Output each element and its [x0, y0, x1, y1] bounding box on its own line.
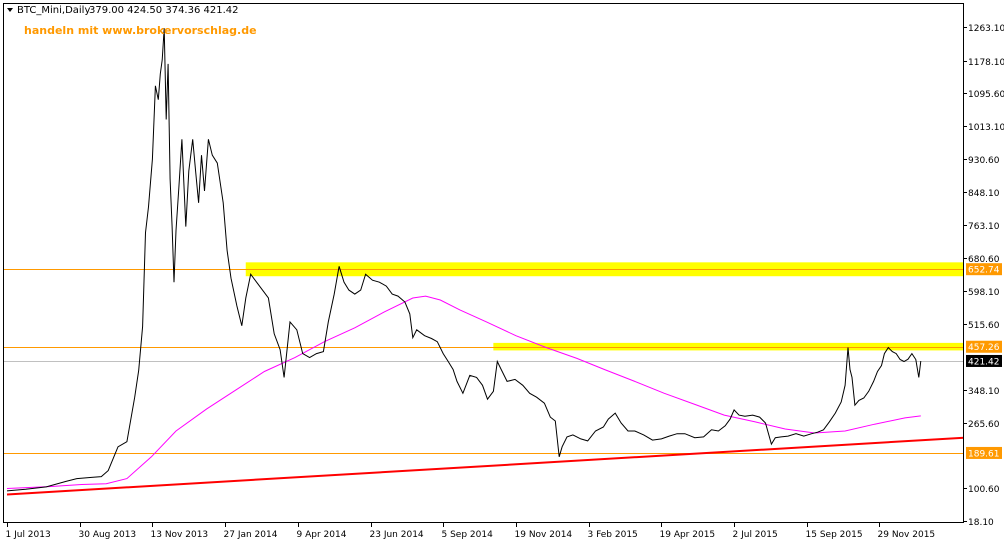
level-price-label: 189.61 [968, 449, 1000, 459]
y-tick-label: 848.10 [968, 189, 1000, 199]
level-price-label-box [966, 263, 1002, 276]
y-tick-label: 763.10 [968, 222, 1000, 232]
current-price-label-box [966, 354, 1002, 367]
ohlc-values: 379.00 424.50 374.36 421.42 [89, 5, 239, 16]
x-tick-label: 5 Sep 2014 [442, 530, 494, 540]
x-tick-label: 19 Nov 2014 [515, 530, 573, 540]
price-series-layer [6, 28, 922, 492]
plot-frame [3, 3, 964, 523]
y-tick-label: 680.60 [968, 255, 1000, 265]
y-tick-label: 265.60 [968, 420, 1000, 430]
price-line [6, 28, 922, 492]
watermark-text: handeln mit www.brokervorschlag.de [24, 24, 257, 37]
y-tick-label: 1013.10 [968, 123, 1004, 133]
x-axis: 1 Jul 2013 30 Aug 2013 13 Nov 2013 27 Jan 2… [6, 522, 936, 540]
resistance-zone-2 [493, 342, 963, 351]
moving-average-layer [6, 295, 921, 489]
level-price-label-box [966, 340, 1002, 353]
y-tick-label: 515.60 [968, 321, 1000, 331]
moving-average-line [6, 295, 921, 489]
x-tick-label: 13 Nov 2013 [151, 530, 209, 540]
level-price-label-box [966, 446, 1002, 459]
y-tick-label: 598.10 [968, 288, 1000, 298]
y-tick-label: 930.60 [968, 156, 1000, 166]
chart-header: BTC_Mini,Daily 379.00 424.50 374.36 421.… [7, 5, 257, 37]
horizontal-levels [4, 269, 963, 454]
x-tick-label: 15 Sep 2015 [806, 530, 863, 540]
trend-line-layer [6, 436, 965, 496]
x-tick-label: 2 Jul 2015 [733, 530, 778, 540]
x-tick-label: 27 Jan 2014 [224, 530, 278, 540]
level-price-label: 457.26 [968, 343, 1000, 353]
x-tick-label: 23 Jun 2014 [370, 530, 424, 540]
symbol-label: BTC_Mini,Daily [17, 5, 90, 16]
y-axis: 1263.10 1178.10 1095.60 1013.10 930.60 848.10… [963, 24, 1004, 528]
y-tick-label: 1263.10 [968, 24, 1004, 34]
level-price-label: 652.74 [968, 266, 1000, 276]
x-tick-label: 30 Aug 2013 [79, 530, 137, 540]
y-tick-label: 348.10 [968, 387, 1000, 397]
x-tick-label: 19 Apr 2015 [660, 530, 716, 540]
x-tick-label: 1 Jul 2013 [6, 530, 51, 540]
x-tick-label: 9 Apr 2014 [297, 530, 347, 540]
y-tick-label: 100.60 [968, 485, 1000, 495]
dropdown-triangle-icon[interactable] [7, 8, 13, 12]
current-price-label: 421.42 [968, 357, 1000, 367]
trend-line [6, 436, 965, 496]
price-labels: 652.74 457.26 189.61 421.42 [966, 263, 1002, 459]
x-tick-label: 29 Nov 2015 [878, 530, 936, 540]
y-tick-label: 18.10 [968, 518, 994, 528]
y-tick-label: 1095.60 [968, 90, 1004, 100]
x-tick-label: 3 Feb 2015 [588, 530, 638, 540]
y-tick-label: 1178.10 [968, 58, 1004, 68]
